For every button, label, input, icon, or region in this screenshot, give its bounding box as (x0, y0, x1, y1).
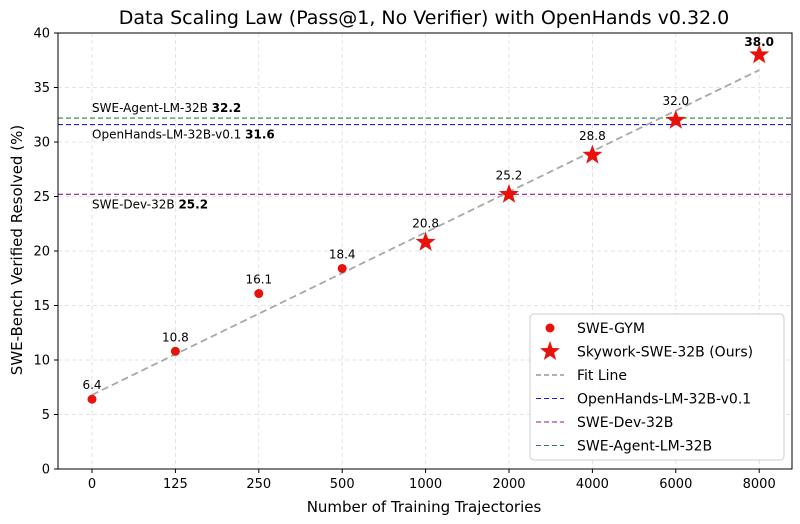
legend-marker-star (540, 341, 560, 360)
reference-line-value: 31.6 (245, 128, 275, 142)
swe-gym-point (170, 346, 180, 356)
x-tick-label: 4000 (576, 477, 609, 492)
y-tick-label: 10 (33, 354, 50, 369)
gridlines (58, 32, 792, 470)
x-axis-label: Number of Training Trajectories (307, 498, 542, 516)
swe-gym-point (337, 263, 347, 273)
y-tick-label: 0 (42, 463, 50, 478)
legend: SWE-GYM Skywork-SWE-32B (Ours) Fit Line Ope… (529, 313, 785, 461)
data-points (87, 44, 770, 404)
skywork-star-point (749, 44, 770, 64)
swe-gym-point (87, 394, 97, 404)
y-tick-label: 25 (33, 190, 50, 205)
data-label: 16.1 (245, 273, 272, 287)
y-tick-label: 40 (33, 27, 50, 42)
x-tick-label: 0 (88, 477, 96, 492)
x-tick-label: 6000 (659, 477, 692, 492)
reference-line-label: SWE-Agent-LM-32B 32.2 (92, 101, 241, 115)
chart-title: Data Scaling Law (Pass@1, No Verifier) w… (119, 7, 730, 29)
x-tick-label: 125 (163, 477, 188, 492)
y-tick-label: 30 (33, 136, 50, 151)
x-tick-label: 500 (330, 477, 355, 492)
data-labels: 6.4 10.8 16.1 18.4 20.8 25.2 28.8 32.0 38.0 (82, 35, 774, 392)
x-tick-label: 1000 (409, 477, 442, 492)
legend-box (529, 313, 785, 461)
data-label: 6.4 (82, 378, 101, 392)
data-label: 28.8 (579, 129, 606, 143)
x-tick-label: 2000 (492, 477, 525, 492)
y-tick-label: 20 (33, 245, 50, 260)
reference-line-label: SWE-Dev-32B 25.2 (92, 197, 208, 211)
x-tick-label: 250 (246, 477, 271, 492)
data-label: 18.4 (329, 247, 356, 261)
reference-line-value: 32.2 (212, 101, 242, 115)
axes: 0 125 250 500 1000 2000 4000 6000 8000 0 5 10 15 20 25… (33, 27, 793, 492)
reference-line-label: OpenHands-LM-32B-v0.1 31.6 (92, 128, 275, 142)
legend-label: Fit Line (577, 368, 627, 384)
legend-label: SWE-GYM (577, 321, 645, 337)
legend-label: OpenHands-LM-32B-v0.1 (577, 392, 751, 408)
fit-line (91, 69, 760, 396)
legend-label: SWE-Dev-32B (577, 415, 673, 431)
legend-label: Skywork-SWE-32B (Ours) (577, 345, 753, 361)
legend-marker-circle (545, 323, 555, 333)
data-label: 10.8 (162, 330, 189, 344)
data-label: 32.0 (662, 94, 689, 108)
reference-lines: OpenHands-LM-32B-v0.1 31.6 SWE-Dev-32B 25… (58, 101, 792, 211)
swe-gym-point (254, 289, 264, 299)
data-label: 20.8 (412, 216, 439, 230)
data-label: 25.2 (496, 168, 523, 182)
skywork-star-point (415, 231, 436, 251)
x-tick-label: 8000 (743, 477, 776, 492)
reference-line-value: 25.2 (178, 197, 208, 211)
legend-label: SWE-Agent-LM-32B (577, 439, 712, 455)
skywork-star-point (665, 109, 686, 129)
skywork-star-point (582, 144, 603, 164)
y-axis-label: SWE-Bench Verified Resolved (%) (8, 125, 26, 375)
y-tick-label: 5 (42, 408, 50, 423)
skywork-star-point (499, 183, 519, 203)
y-tick-label: 35 (33, 81, 50, 96)
data-label: 38.0 (744, 35, 774, 49)
y-tick-label: 15 (33, 299, 50, 314)
